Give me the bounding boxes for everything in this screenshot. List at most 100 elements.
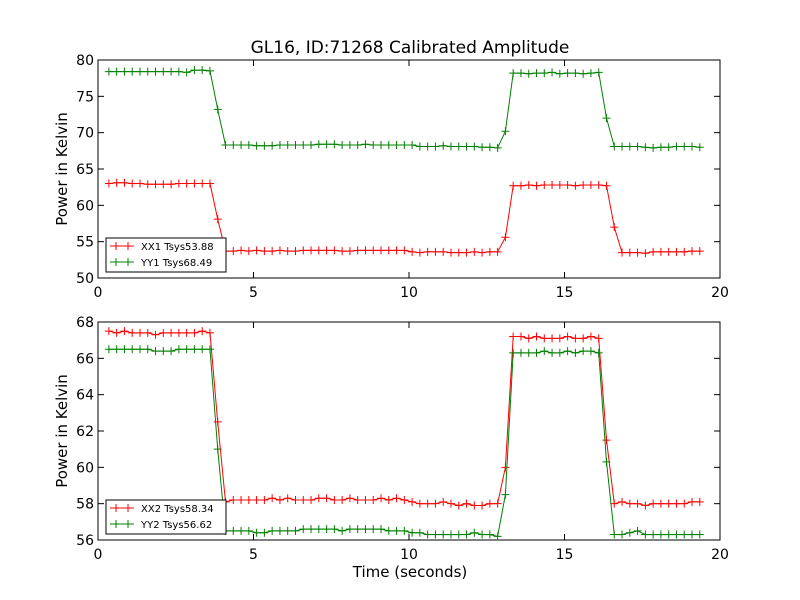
- data-point: [555, 180, 564, 189]
- data-point: [524, 69, 533, 78]
- data-point: [213, 417, 222, 426]
- data-point: [198, 327, 207, 336]
- data-point: [555, 334, 564, 343]
- bottom-plot-ticks: 0 5 10 15 20 56 58 60 62 64 66 68: [76, 315, 729, 563]
- data-point: [423, 530, 432, 539]
- data-point: [353, 141, 362, 150]
- legend-entry-yy2: YY2 Tsys56.62: [110, 520, 212, 531]
- legend-entry-yy1: YY1 Tsys68.49: [110, 258, 212, 269]
- data-point: [649, 530, 658, 539]
- data-point: [454, 248, 463, 257]
- data-point: [377, 246, 386, 255]
- data-point: [485, 247, 494, 256]
- data-point: [431, 247, 440, 256]
- data-point: [509, 69, 518, 78]
- data-point: [625, 142, 634, 151]
- top-plot-ticks: 0 5 10 15 20 50 55 60 65 70 75 80: [76, 53, 729, 301]
- data-point: [205, 345, 214, 354]
- data-point: [509, 181, 518, 190]
- data-point: [260, 496, 269, 505]
- data-point: [656, 143, 665, 152]
- x-tick-label: 10: [400, 285, 418, 301]
- data-point: [112, 178, 121, 187]
- data-point: [571, 69, 580, 78]
- data-point: [128, 328, 137, 337]
- data-point: [649, 247, 658, 256]
- data-point: [594, 348, 603, 357]
- data-point: [384, 526, 393, 535]
- y-tick-label: 64: [76, 388, 94, 404]
- data-point: [198, 66, 207, 75]
- legend-label-yy2: YY2 Tsys56.62: [140, 520, 212, 531]
- data-point: [672, 247, 681, 256]
- data-point: [423, 142, 432, 151]
- data-point: [688, 497, 697, 506]
- data-point: [524, 180, 533, 189]
- data-point: [540, 180, 549, 189]
- data-point: [112, 67, 121, 76]
- x-tick-label: 5: [249, 285, 258, 301]
- data-point: [516, 181, 525, 190]
- data-point: [649, 499, 658, 508]
- data-point: [649, 143, 658, 152]
- data-point: [174, 328, 183, 337]
- y-tick-label: 75: [76, 89, 94, 105]
- data-point: [159, 180, 168, 189]
- data-point: [548, 348, 557, 357]
- data-point: [439, 247, 448, 256]
- data-point: [314, 246, 323, 255]
- data-point: [237, 246, 246, 255]
- data-point: [369, 496, 378, 505]
- y-tick-label: 60: [76, 198, 94, 214]
- data-point: [268, 494, 277, 503]
- data-point: [633, 142, 642, 151]
- x-tick-label: 20: [711, 547, 729, 563]
- data-point: [135, 345, 144, 354]
- data-point: [369, 141, 378, 150]
- data-point: [423, 247, 432, 256]
- data-point: [524, 348, 533, 357]
- data-point: [377, 494, 386, 503]
- y-tick-label: 56: [76, 533, 94, 549]
- y-tick-label: 55: [76, 235, 94, 251]
- data-point: [509, 348, 518, 357]
- data-point: [415, 499, 424, 508]
- data-point: [633, 499, 642, 508]
- data-point: [431, 499, 440, 508]
- data-point: [485, 530, 494, 539]
- data-point: [112, 328, 121, 337]
- data-point: [695, 530, 704, 539]
- data-point: [462, 499, 471, 508]
- data-point: [571, 348, 580, 357]
- data-point: [602, 436, 611, 445]
- data-point: [548, 180, 557, 189]
- legend-label-xx2: XX2 Tsys58.34: [141, 504, 214, 515]
- data-point: [470, 528, 479, 537]
- data-point: [392, 494, 401, 503]
- data-point: [299, 246, 308, 255]
- data-point: [322, 494, 331, 503]
- data-point: [174, 179, 183, 188]
- data-point: [299, 496, 308, 505]
- data-point: [283, 141, 292, 150]
- data-point: [641, 530, 650, 539]
- data-point: [540, 347, 549, 356]
- top-plot-series: [104, 66, 704, 258]
- legend-marker-yy2: [112, 520, 132, 528]
- data-point: [493, 247, 502, 256]
- data-point: [260, 247, 269, 256]
- data-point: [610, 223, 619, 232]
- data-point: [516, 332, 525, 341]
- data-point: [446, 142, 455, 151]
- data-point: [384, 141, 393, 150]
- data-point: [478, 530, 487, 539]
- data-point: [330, 246, 339, 255]
- data-point: [625, 499, 634, 508]
- data-point: [439, 530, 448, 539]
- bottom-xlabel: Time (seconds): [352, 563, 468, 581]
- top-legend-box: [105, 237, 227, 273]
- data-point: [260, 528, 269, 537]
- y-tick-label: 80: [76, 53, 94, 69]
- data-point: [579, 69, 588, 78]
